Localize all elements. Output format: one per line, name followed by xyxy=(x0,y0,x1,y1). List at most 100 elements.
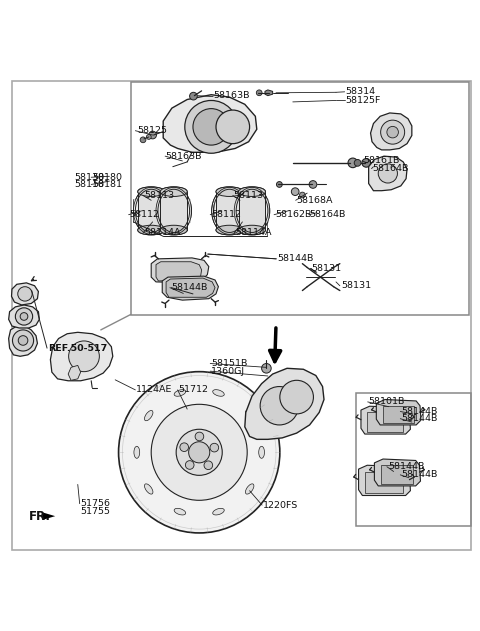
Ellipse shape xyxy=(174,390,186,396)
Circle shape xyxy=(18,286,32,301)
Polygon shape xyxy=(376,399,421,425)
Polygon shape xyxy=(239,192,265,230)
Circle shape xyxy=(348,158,358,168)
Polygon shape xyxy=(138,192,165,230)
Text: 58112: 58112 xyxy=(211,210,241,219)
Text: 1220FS: 1220FS xyxy=(263,500,298,510)
Circle shape xyxy=(185,100,238,153)
Text: 58168A: 58168A xyxy=(297,196,333,205)
Text: 58180: 58180 xyxy=(92,173,122,182)
Circle shape xyxy=(119,372,280,533)
Polygon shape xyxy=(156,262,202,281)
Circle shape xyxy=(280,380,313,414)
Circle shape xyxy=(15,308,33,325)
Circle shape xyxy=(185,461,194,469)
Polygon shape xyxy=(239,192,265,230)
Text: 51712: 51712 xyxy=(179,386,208,394)
Ellipse shape xyxy=(216,225,243,235)
Bar xyxy=(131,82,469,314)
Polygon shape xyxy=(166,278,215,297)
Text: FR.: FR. xyxy=(29,510,51,522)
Ellipse shape xyxy=(138,225,165,235)
Text: 58164B: 58164B xyxy=(310,210,346,219)
Text: 58164B: 58164B xyxy=(372,164,409,173)
Polygon shape xyxy=(216,192,243,230)
Polygon shape xyxy=(361,406,410,434)
Text: 58113: 58113 xyxy=(234,191,264,200)
Circle shape xyxy=(18,336,28,345)
Circle shape xyxy=(387,126,398,138)
Circle shape xyxy=(291,188,299,196)
Circle shape xyxy=(216,110,250,144)
Circle shape xyxy=(180,443,189,452)
Ellipse shape xyxy=(239,187,265,196)
Text: 58314: 58314 xyxy=(346,87,376,97)
Ellipse shape xyxy=(144,411,153,421)
Circle shape xyxy=(300,192,305,198)
Text: 58163B: 58163B xyxy=(214,91,250,100)
Polygon shape xyxy=(138,192,165,230)
Text: 1124AE: 1124AE xyxy=(136,386,173,394)
Text: 58144B: 58144B xyxy=(171,283,207,292)
Circle shape xyxy=(190,92,197,100)
Text: 51755: 51755 xyxy=(81,507,110,516)
Text: 58130: 58130 xyxy=(74,173,105,182)
Text: 58144B: 58144B xyxy=(401,470,438,480)
Circle shape xyxy=(204,461,213,469)
Ellipse shape xyxy=(239,187,265,196)
Polygon shape xyxy=(367,413,403,432)
Ellipse shape xyxy=(160,187,187,196)
Polygon shape xyxy=(369,156,407,191)
Polygon shape xyxy=(245,369,324,439)
Text: 58110: 58110 xyxy=(74,180,105,189)
Circle shape xyxy=(176,429,222,475)
Text: REF.50-517: REF.50-517 xyxy=(48,344,107,353)
Circle shape xyxy=(260,387,299,425)
Text: 58144B: 58144B xyxy=(401,414,438,423)
Text: 58101B: 58101B xyxy=(369,398,405,406)
Circle shape xyxy=(276,182,282,187)
Polygon shape xyxy=(9,325,37,357)
Text: 58131: 58131 xyxy=(341,281,371,290)
Ellipse shape xyxy=(245,411,254,421)
Ellipse shape xyxy=(239,225,265,235)
Polygon shape xyxy=(371,113,412,150)
Text: 58125F: 58125F xyxy=(346,96,381,105)
Ellipse shape xyxy=(213,509,224,515)
Ellipse shape xyxy=(216,187,243,196)
Text: 58181: 58181 xyxy=(92,180,122,189)
Circle shape xyxy=(122,375,276,529)
Circle shape xyxy=(362,158,371,167)
Text: 58131: 58131 xyxy=(311,264,341,273)
Polygon shape xyxy=(50,333,113,380)
Polygon shape xyxy=(9,305,39,328)
Circle shape xyxy=(210,444,219,452)
Text: 58163B: 58163B xyxy=(166,151,202,161)
Text: 58112: 58112 xyxy=(130,210,159,219)
Text: 58161B: 58161B xyxy=(363,156,399,165)
Text: 58144B: 58144B xyxy=(401,407,438,416)
Circle shape xyxy=(146,134,151,139)
Ellipse shape xyxy=(160,187,187,196)
Polygon shape xyxy=(163,95,257,152)
Circle shape xyxy=(140,137,146,143)
Circle shape xyxy=(381,120,405,144)
Text: 58114A: 58114A xyxy=(235,228,272,237)
Circle shape xyxy=(193,109,229,145)
Ellipse shape xyxy=(216,187,243,196)
Polygon shape xyxy=(214,199,268,222)
Ellipse shape xyxy=(160,225,187,235)
Text: 51756: 51756 xyxy=(81,499,110,508)
Ellipse shape xyxy=(216,225,243,235)
Text: 1360GJ: 1360GJ xyxy=(211,367,245,375)
Ellipse shape xyxy=(160,225,187,235)
Ellipse shape xyxy=(213,390,224,396)
Circle shape xyxy=(309,180,317,188)
Ellipse shape xyxy=(259,446,264,458)
Text: 58113: 58113 xyxy=(144,191,174,200)
Ellipse shape xyxy=(138,187,165,196)
Polygon shape xyxy=(365,471,403,493)
Ellipse shape xyxy=(138,187,165,196)
Circle shape xyxy=(12,330,34,351)
Polygon shape xyxy=(12,283,38,305)
